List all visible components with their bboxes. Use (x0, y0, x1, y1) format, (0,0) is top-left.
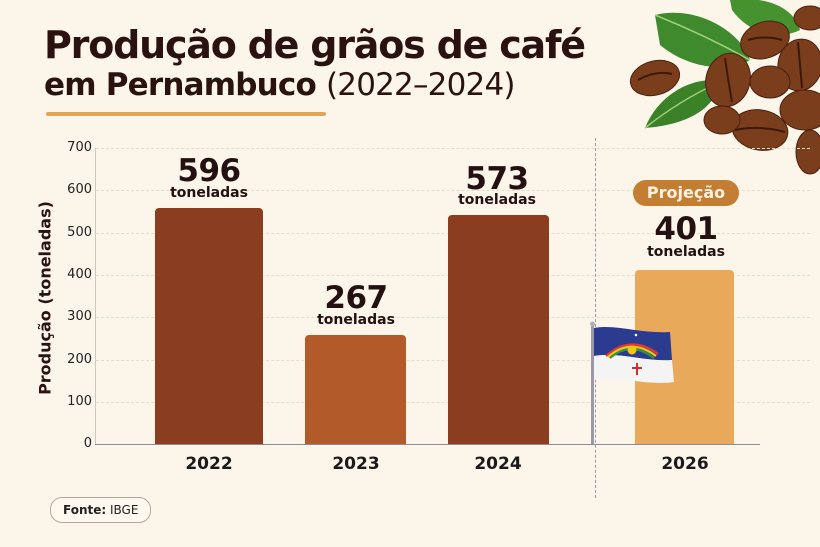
y-tick-400: 400 (67, 267, 92, 282)
value-label-2026: 401 (654, 211, 718, 247)
bar-2024 (448, 215, 549, 444)
y-tick-700: 700 (67, 140, 92, 155)
x-label-2024: 2024 (474, 454, 522, 474)
gridline-700 (96, 148, 810, 149)
title-line-1: Produção de grãos de café (44, 23, 586, 67)
y-axis-line (95, 148, 96, 445)
pernambuco-flag-icon (590, 321, 674, 444)
chart-title: Produção de grãos de café em Pernambuco … (44, 23, 586, 101)
value-label-2024: 573 (465, 161, 529, 197)
source-label: Fonte: (63, 503, 107, 517)
value-label-2022: 596 (177, 153, 241, 189)
projection-badge: Projeção (633, 180, 739, 206)
y-tick-200: 200 (67, 352, 92, 367)
title-region: em Pernambuco (44, 67, 317, 103)
bar-2023 (305, 335, 406, 444)
gridline-600 (96, 190, 810, 191)
x-label-2023: 2023 (332, 454, 380, 474)
x-label-2022: 2022 (185, 454, 233, 474)
source-value: IBGE (110, 503, 139, 517)
y-axis-label: Produção (toneladas) (35, 201, 55, 395)
y-tick-300: 300 (67, 309, 92, 324)
unit-label-2023: toneladas (317, 312, 395, 328)
unit-label-2024: toneladas (458, 192, 536, 208)
unit-label-2022: toneladas (170, 185, 248, 201)
value-label-2023: 267 (324, 280, 388, 316)
title-line-2: em Pernambuco (2022–2024) (44, 70, 585, 101)
y-tick-100: 100 (67, 394, 92, 409)
y-tick-0: 0 (83, 436, 92, 451)
y-tick-500: 500 (67, 225, 92, 240)
unit-label-2026: toneladas (647, 244, 725, 260)
title-years: (2022–2024) (325, 67, 515, 103)
bar-2022 (155, 208, 263, 444)
y-tick-600: 600 (67, 182, 92, 197)
x-label-2026: 2026 (661, 454, 709, 474)
source-badge: Fonte: IBGE (50, 497, 152, 523)
coffee-beans-icon (629, 0, 820, 175)
x-axis-line (95, 444, 760, 445)
title-underline (46, 112, 326, 116)
projection-separator (595, 138, 596, 498)
